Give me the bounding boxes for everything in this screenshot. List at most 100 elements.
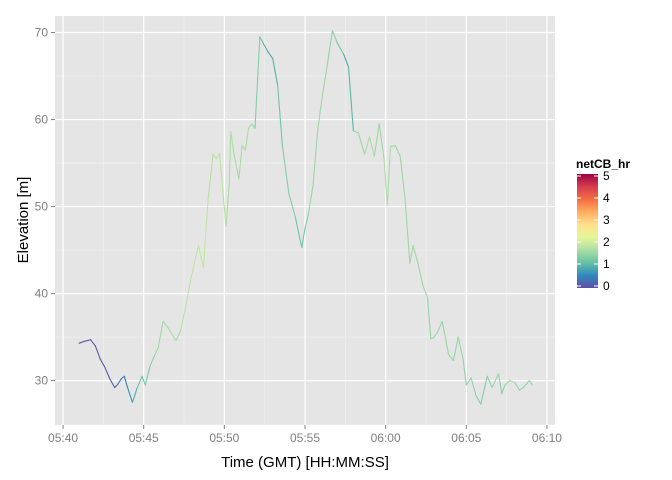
elevation-line-segment <box>457 336 464 360</box>
x-axis-label: Time (GMT) [HH:MM:SS] <box>221 454 389 471</box>
elevation-line-segment <box>364 136 371 155</box>
elevation-line-segment <box>399 155 406 199</box>
elevation-line-segment <box>123 375 129 389</box>
elevation-line-segment <box>104 367 111 380</box>
elevation-line-segment <box>294 216 303 249</box>
elevation-line-segment <box>422 284 429 299</box>
elevation-line-segment <box>317 92 324 129</box>
elevation-line-segment <box>141 375 146 386</box>
elevation-line-segment <box>389 145 396 148</box>
elevation-line-segment <box>465 377 472 386</box>
y-tick-label: 40 <box>35 287 49 301</box>
elevation-line-segment <box>89 339 96 347</box>
elevation-line-segment <box>172 334 177 342</box>
legend: netCB_hr 5 4 3 2 1 0 <box>576 157 630 293</box>
x-tick-label: 06:10 <box>532 431 562 445</box>
elevation-line-segment <box>207 153 214 199</box>
elevation-line-segment <box>162 320 169 329</box>
elevation-line-segment <box>144 365 151 386</box>
elevation-line-segment <box>194 245 200 260</box>
elevation-line-segment <box>504 380 511 386</box>
elevation-line-segment <box>127 387 133 403</box>
elevation-line-segment <box>409 245 414 264</box>
elevation-line-segment <box>215 152 221 160</box>
y-tick-label: 30 <box>35 374 49 388</box>
elevation-line-segment <box>312 127 319 186</box>
elevation-line-segment <box>514 381 521 391</box>
elevation-line-segment <box>233 153 240 180</box>
elevation-line-segment <box>267 51 274 60</box>
elevation-line-segment <box>417 262 424 286</box>
elevation-line-segment <box>99 358 106 369</box>
elevation-line-segment <box>167 326 174 336</box>
elevation-line-segment <box>509 380 516 383</box>
elevation-line-segment <box>202 197 209 269</box>
legend-ticks: 5 4 3 2 1 0 <box>577 169 610 293</box>
legend-title: netCB_hr <box>576 157 630 171</box>
x-tick-label: 05:55 <box>290 431 320 445</box>
elevation-line-segment <box>120 375 125 380</box>
elevation-line-segment <box>114 383 119 389</box>
elevation-line-segment <box>272 58 279 86</box>
elevation-line-segment <box>352 130 359 134</box>
elevation-line-segment <box>254 36 261 129</box>
elevation-line-segment <box>301 227 306 249</box>
y-axis-label: Elevation [m] <box>15 177 32 264</box>
elevation-line-segment <box>197 245 204 269</box>
x-tick-label: 05:40 <box>48 431 78 445</box>
elevation-line-segment <box>497 373 503 395</box>
elevation-line-segment <box>241 145 246 151</box>
elevation-line-segment <box>444 336 450 356</box>
legend-label: 0 <box>603 279 610 293</box>
elevation-line-segment <box>386 145 392 206</box>
y-tick-label: 60 <box>35 113 49 127</box>
elevation-line-segment <box>373 123 380 157</box>
legend-label: 1 <box>603 257 610 271</box>
y-tick-label: 70 <box>35 26 49 40</box>
elevation-line-segment <box>322 62 329 94</box>
elevation-line-segment <box>262 42 269 53</box>
elevation-line-segment <box>378 123 385 160</box>
elevation-line-segment <box>394 145 401 157</box>
legend-label: 3 <box>603 213 610 227</box>
elevation-line-segment <box>343 53 350 68</box>
legend-label: 4 <box>603 191 610 205</box>
elevation-line-segment <box>491 373 500 389</box>
elevation-line-segment <box>368 136 375 157</box>
elevation-line-segment <box>281 145 290 195</box>
elevation-line-segment <box>185 279 192 308</box>
elevation-line-segment <box>486 375 493 389</box>
x-axis: 05:40 05:45 05:50 05:55 06:00 06:05 06:10 <box>48 425 562 445</box>
x-tick-label: 06:00 <box>371 431 401 445</box>
elevation-line-segment <box>94 345 101 360</box>
elevation-line-segment <box>518 386 525 391</box>
x-tick-label: 05:50 <box>209 431 239 445</box>
elevation-line-segment <box>247 123 253 129</box>
elevation-line-segment <box>251 123 256 129</box>
y-tick-label: 50 <box>35 200 49 214</box>
elevation-line-segment <box>430 336 435 340</box>
x-tick-label: 06:05 <box>451 431 481 445</box>
x-tick-label: 05:45 <box>129 431 159 445</box>
elevation-line <box>78 30 533 405</box>
elevation-line-segment <box>433 332 438 338</box>
elevation-line-segment <box>131 387 138 403</box>
elevation-line-segment <box>523 380 530 388</box>
elevation-line-segment <box>475 394 482 405</box>
elevation-line-segment <box>109 378 116 389</box>
elevation-line-segment <box>480 375 488 405</box>
elevation-line-segment <box>117 378 122 385</box>
elevation-line-segment <box>470 377 477 396</box>
elevation-line-segment <box>83 339 92 343</box>
elevation-line-segment <box>136 375 143 389</box>
elevation-line-segment <box>327 30 333 64</box>
elevation-line-segment <box>218 152 224 190</box>
elevation-line-segment <box>230 131 235 155</box>
elevation-line-segment <box>336 42 345 55</box>
elevation-line-segment <box>307 184 314 216</box>
legend-label: 2 <box>603 235 610 249</box>
elevation-line-segment <box>277 84 283 147</box>
elevation-line-segment <box>189 258 196 282</box>
elevation-line-segment <box>222 188 227 228</box>
